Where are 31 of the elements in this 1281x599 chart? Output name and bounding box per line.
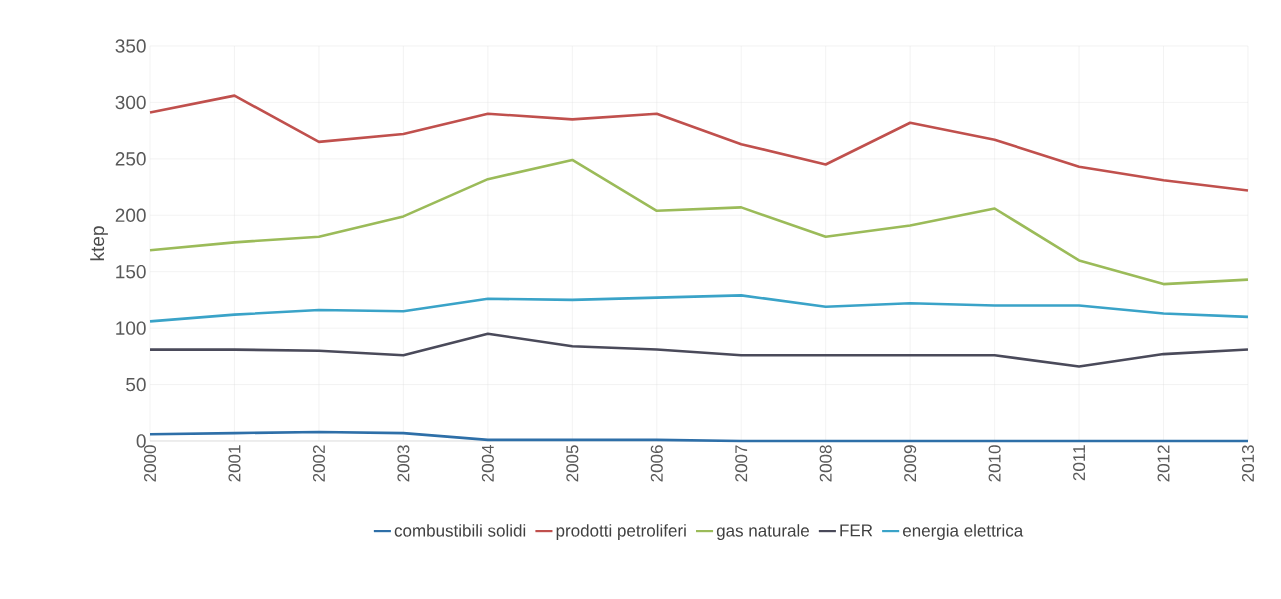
x-tick-label: 2000 xyxy=(144,445,157,482)
x-tick-label: 2001 xyxy=(228,445,241,482)
x-tick-label: 2013 xyxy=(1241,445,1255,482)
x-tick-label: 2010 xyxy=(988,445,1001,482)
legend-label: combustibili solidi xyxy=(394,524,526,537)
legend-label: prodotti petroliferi xyxy=(556,524,686,541)
line-series xyxy=(148,294,1250,323)
y-axis-title: ktep xyxy=(90,226,108,261)
x-tick-label: 2004 xyxy=(481,445,494,482)
y-tick-label: 100 xyxy=(116,321,146,335)
y-tick-label: 150 xyxy=(116,264,146,279)
legend-label: energia elettrica xyxy=(903,524,1024,541)
x-tick-label: 2012 xyxy=(1157,445,1170,482)
x-tick-label: 2007 xyxy=(735,445,748,482)
line-series xyxy=(148,158,1250,286)
y-tick-label: 200 xyxy=(115,208,146,222)
line-series xyxy=(148,94,1250,192)
x-tick-label: 2003 xyxy=(397,445,410,482)
y-tick-label: 0 xyxy=(136,434,146,448)
x-tick-label: 2009 xyxy=(904,445,917,482)
y-tick-label: 250 xyxy=(115,152,146,166)
x-tick-label: 2005 xyxy=(566,445,579,482)
x-tick-label: 2006 xyxy=(650,445,663,482)
y-tick-label: 300 xyxy=(115,95,146,110)
y-tick-label: 50 xyxy=(126,377,146,392)
x-tick-label: 2008 xyxy=(819,445,832,482)
legend-label: gas naturale xyxy=(716,524,809,541)
y-tick-label: 350 xyxy=(115,39,146,53)
x-tick-label: 2011 xyxy=(1073,445,1086,481)
x-tick-label: 2002 xyxy=(312,445,325,482)
legend-label: FER xyxy=(840,524,873,537)
